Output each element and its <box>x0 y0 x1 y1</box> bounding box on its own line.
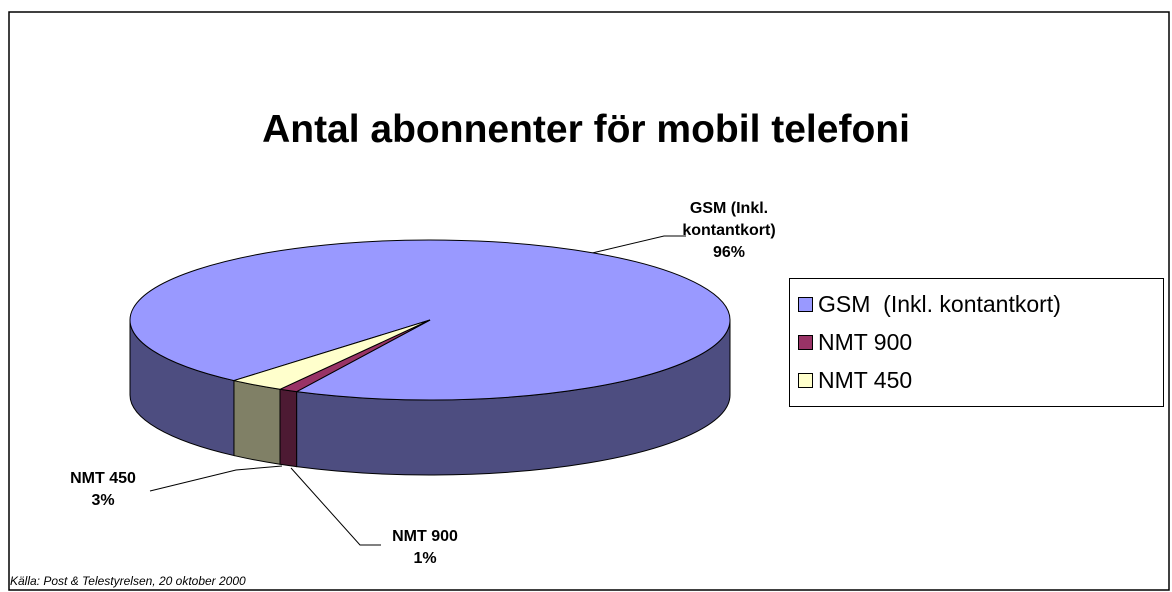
source-note: Källa: Post & Telestyrelsen, 20 oktober … <box>10 574 246 588</box>
pie-side <box>279 388 298 468</box>
legend-swatch <box>798 372 813 388</box>
legend-item: NMT 450 <box>798 361 1163 399</box>
legend-item: NMT 900 <box>798 323 1163 361</box>
data-label-value: 1% <box>413 550 437 567</box>
legend-swatch <box>798 334 813 350</box>
data-label: NMT 450 3% <box>48 468 158 512</box>
data-label-value: 3% <box>91 492 115 509</box>
data-label-name: NMT 450 <box>70 470 136 487</box>
pie-side <box>233 379 281 465</box>
pie-tops <box>129 239 731 401</box>
pie-sides <box>129 319 731 476</box>
data-label-name: GSM (Inkl. kontantkort) <box>682 200 776 239</box>
pie <box>129 239 731 476</box>
chart-title: Antal abonnenter för mobil telefoni <box>262 108 910 151</box>
legend-label: GSM (Inkl. kontantkort) <box>818 290 1061 317</box>
leader-line <box>290 467 381 546</box>
data-label: GSM (Inkl. kontantkort) 96% <box>668 198 790 264</box>
leader-line <box>149 465 283 492</box>
data-label-name: NMT 900 <box>392 528 458 545</box>
legend-label: NMT 900 <box>818 328 913 355</box>
legend: GSM (Inkl. kontantkort) NMT 900 NMT 450 <box>789 278 1164 407</box>
data-label-value: 96% <box>712 244 746 261</box>
legend-item: GSM (Inkl. kontantkort) <box>798 285 1163 323</box>
legend-label: NMT 450 <box>818 366 913 393</box>
legend-swatch <box>798 296 813 312</box>
leader-line <box>587 235 686 255</box>
data-label: NMT 900 1% <box>370 526 480 570</box>
pie-slice <box>232 319 431 390</box>
frame <box>8 11 1170 591</box>
